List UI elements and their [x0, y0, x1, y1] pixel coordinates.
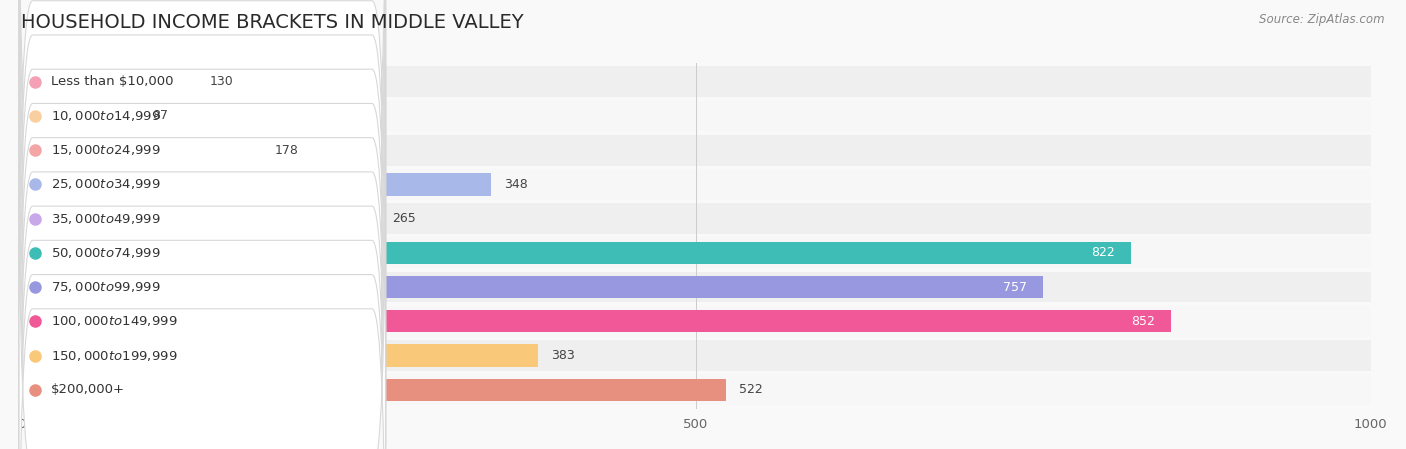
FancyBboxPatch shape	[20, 0, 385, 377]
Text: Source: ZipAtlas.com: Source: ZipAtlas.com	[1260, 13, 1385, 26]
Bar	[21, 374, 1371, 405]
Text: $15,000 to $24,999: $15,000 to $24,999	[51, 143, 160, 157]
Bar	[21, 66, 1371, 97]
Bar	[21, 135, 1371, 166]
Bar	[21, 238, 1371, 268]
Bar	[21, 70, 197, 93]
Bar	[21, 340, 1371, 371]
Text: $200,000+: $200,000+	[51, 383, 125, 396]
Bar	[21, 379, 725, 401]
Text: $25,000 to $34,999: $25,000 to $34,999	[51, 177, 160, 191]
FancyBboxPatch shape	[20, 0, 385, 449]
FancyBboxPatch shape	[20, 60, 385, 449]
FancyBboxPatch shape	[20, 26, 385, 449]
Bar	[21, 242, 1130, 264]
Bar	[21, 306, 1371, 337]
Text: Less than $10,000: Less than $10,000	[51, 75, 173, 88]
Text: 522: 522	[740, 383, 763, 396]
Text: 87: 87	[152, 110, 167, 123]
Text: $50,000 to $74,999: $50,000 to $74,999	[51, 246, 160, 260]
FancyBboxPatch shape	[20, 0, 385, 343]
Bar	[21, 310, 1171, 332]
FancyBboxPatch shape	[20, 0, 385, 411]
Bar	[21, 139, 262, 161]
Bar	[21, 203, 1371, 234]
Text: 757: 757	[1002, 281, 1026, 294]
Text: 265: 265	[392, 212, 416, 225]
Text: 822: 822	[1091, 247, 1115, 260]
Text: $10,000 to $14,999: $10,000 to $14,999	[51, 109, 160, 123]
Text: 348: 348	[505, 178, 529, 191]
Text: $75,000 to $99,999: $75,000 to $99,999	[51, 280, 160, 294]
Text: $100,000 to $149,999: $100,000 to $149,999	[51, 314, 177, 328]
Bar	[21, 105, 139, 127]
Text: $150,000 to $199,999: $150,000 to $199,999	[51, 348, 177, 362]
FancyBboxPatch shape	[20, 0, 385, 449]
FancyBboxPatch shape	[20, 94, 385, 449]
Bar	[21, 169, 1371, 200]
Text: 130: 130	[209, 75, 233, 88]
Text: HOUSEHOLD INCOME BRACKETS IN MIDDLE VALLEY: HOUSEHOLD INCOME BRACKETS IN MIDDLE VALL…	[21, 13, 523, 32]
FancyBboxPatch shape	[20, 0, 385, 446]
Bar	[21, 207, 378, 230]
Bar	[21, 276, 1043, 298]
Text: 383: 383	[551, 349, 575, 362]
Text: 852: 852	[1130, 315, 1154, 328]
Bar	[21, 101, 1371, 131]
Bar	[21, 173, 491, 195]
Bar	[21, 272, 1371, 303]
Text: 178: 178	[274, 144, 298, 157]
Bar	[21, 344, 538, 367]
Text: $35,000 to $49,999: $35,000 to $49,999	[51, 211, 160, 225]
FancyBboxPatch shape	[20, 128, 385, 449]
